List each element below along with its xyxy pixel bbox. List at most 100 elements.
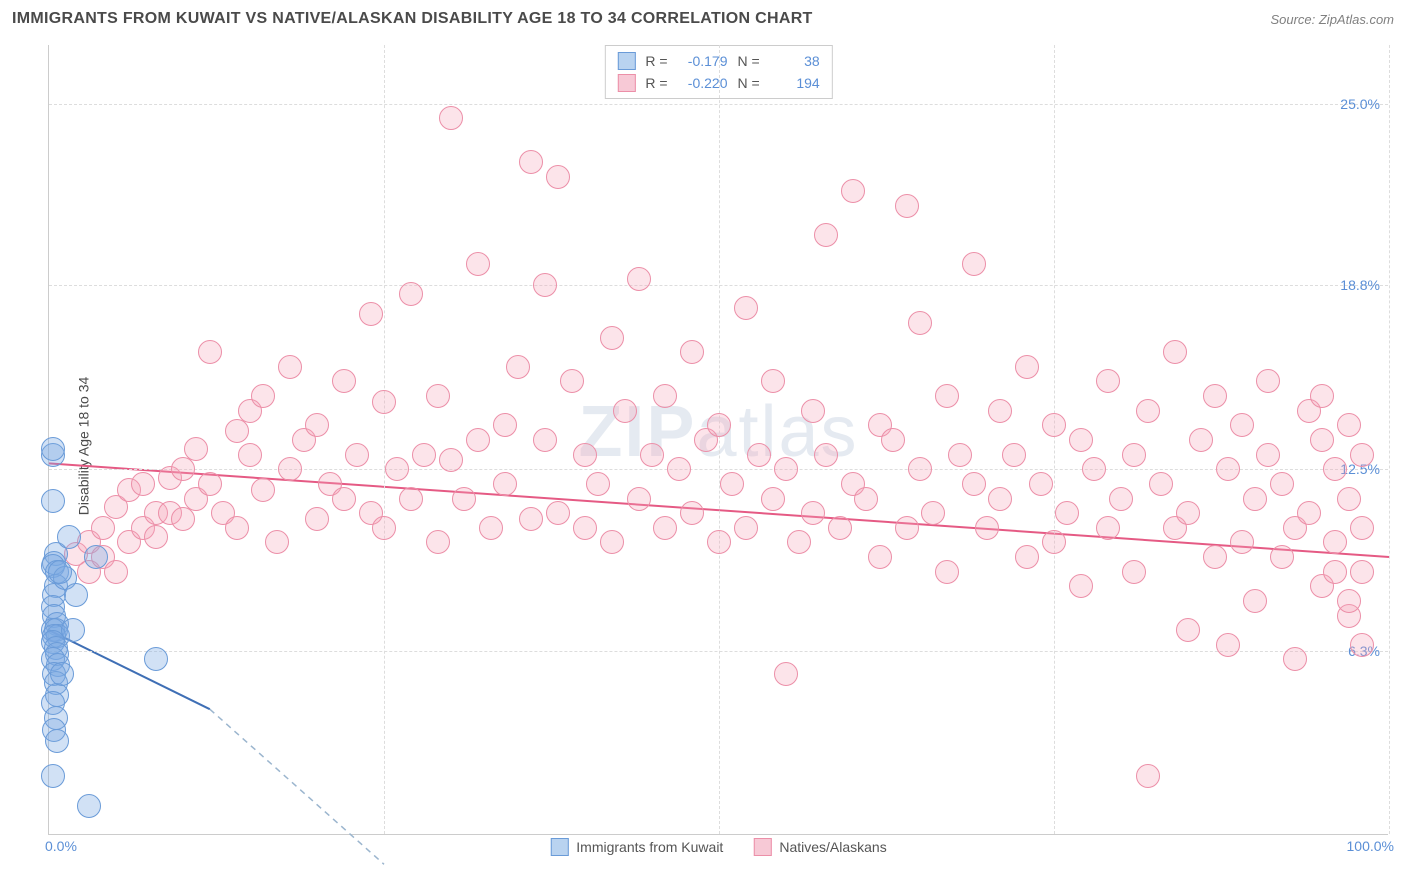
scatter-point — [251, 478, 275, 502]
scatter-point — [332, 369, 356, 393]
scatter-point — [600, 326, 624, 350]
scatter-point — [828, 516, 852, 540]
scatter-point — [439, 448, 463, 472]
scatter-point — [1029, 472, 1053, 496]
scatter-point — [519, 507, 543, 531]
scatter-point — [359, 302, 383, 326]
scatter-point — [84, 545, 108, 569]
header: IMMIGRANTS FROM KUWAIT VS NATIVE/ALASKAN… — [12, 10, 1394, 28]
scatter-point — [171, 457, 195, 481]
scatter-point — [91, 516, 115, 540]
scatter-point — [1310, 428, 1334, 452]
scatter-point — [1230, 530, 1254, 554]
legend-label-2: Natives/Alaskans — [779, 839, 886, 855]
scatter-point — [1216, 633, 1240, 657]
scatter-point — [1109, 487, 1133, 511]
scatter-point — [1256, 443, 1280, 467]
scatter-point — [466, 428, 490, 452]
scatter-point — [1176, 501, 1200, 525]
scatter-point — [707, 413, 731, 437]
scatter-point — [600, 530, 624, 554]
scatter-point — [1189, 428, 1213, 452]
scatter-point — [131, 472, 155, 496]
scatter-point — [653, 384, 677, 408]
scatter-point — [895, 516, 919, 540]
scatter-point — [41, 437, 65, 461]
scatter-point — [1323, 560, 1347, 584]
scatter-point — [278, 457, 302, 481]
n-label: N = — [738, 75, 760, 91]
gridline-v — [384, 45, 385, 834]
n-label: N = — [738, 53, 760, 69]
scatter-point — [908, 457, 932, 481]
scatter-point — [1216, 457, 1240, 481]
legend-item-2: Natives/Alaskans — [753, 838, 886, 856]
legend-swatch-2 — [753, 838, 771, 856]
y-tick-label: 25.0% — [1340, 96, 1380, 112]
scatter-point — [412, 443, 436, 467]
scatter-point — [1337, 589, 1361, 613]
scatter-point — [814, 223, 838, 247]
scatter-point — [975, 516, 999, 540]
scatter-point — [426, 530, 450, 554]
scatter-point — [1069, 428, 1093, 452]
scatter-point — [41, 489, 65, 513]
scatter-point — [841, 179, 865, 203]
scatter-point — [801, 501, 825, 525]
scatter-point — [345, 443, 369, 467]
scatter-point — [962, 472, 986, 496]
scatter-point — [198, 472, 222, 496]
n-value-2: 194 — [770, 75, 820, 91]
swatch-series-2 — [617, 74, 635, 92]
scatter-point — [1230, 413, 1254, 437]
scatter-point — [506, 355, 530, 379]
scatter-point — [41, 764, 65, 788]
scatter-point — [144, 647, 168, 671]
scatter-point — [332, 487, 356, 511]
scatter-point — [1297, 501, 1321, 525]
scatter-point — [104, 560, 128, 584]
scatter-point — [653, 516, 677, 540]
scatter-point — [479, 516, 503, 540]
scatter-point — [144, 525, 168, 549]
scatter-point — [707, 530, 731, 554]
scatter-point — [761, 369, 785, 393]
scatter-point — [278, 355, 302, 379]
scatter-point — [546, 165, 570, 189]
scatter-point — [1163, 340, 1187, 364]
scatter-point — [1082, 457, 1106, 481]
scatter-point — [1055, 501, 1079, 525]
scatter-point — [573, 443, 597, 467]
x-tick-left: 0.0% — [45, 838, 77, 854]
scatter-point — [935, 560, 959, 584]
scatter-point — [1096, 369, 1120, 393]
scatter-point — [399, 487, 423, 511]
scatter-point — [399, 282, 423, 306]
scatter-point — [77, 794, 101, 818]
n-value-1: 38 — [770, 53, 820, 69]
swatch-series-1 — [617, 52, 635, 70]
scatter-point — [1015, 355, 1039, 379]
scatter-point — [1122, 560, 1146, 584]
r-label: R = — [645, 75, 667, 91]
scatter-point — [426, 384, 450, 408]
scatter-point — [734, 516, 758, 540]
scatter-point — [761, 487, 785, 511]
scatter-point — [774, 457, 798, 481]
scatter-point — [1042, 530, 1066, 554]
scatter-point — [1002, 443, 1026, 467]
scatter-point — [1310, 384, 1334, 408]
r-label: R = — [645, 53, 667, 69]
scatter-point — [45, 729, 69, 753]
scatter-point — [305, 413, 329, 437]
scatter-point — [667, 457, 691, 481]
scatter-point — [48, 560, 72, 584]
scatter-point — [988, 399, 1012, 423]
scatter-point — [171, 507, 195, 531]
scatter-point — [225, 419, 249, 443]
scatter-point — [908, 311, 932, 335]
scatter-point — [1270, 472, 1294, 496]
scatter-point — [573, 516, 597, 540]
scatter-point — [452, 487, 476, 511]
scatter-point — [1243, 487, 1267, 511]
